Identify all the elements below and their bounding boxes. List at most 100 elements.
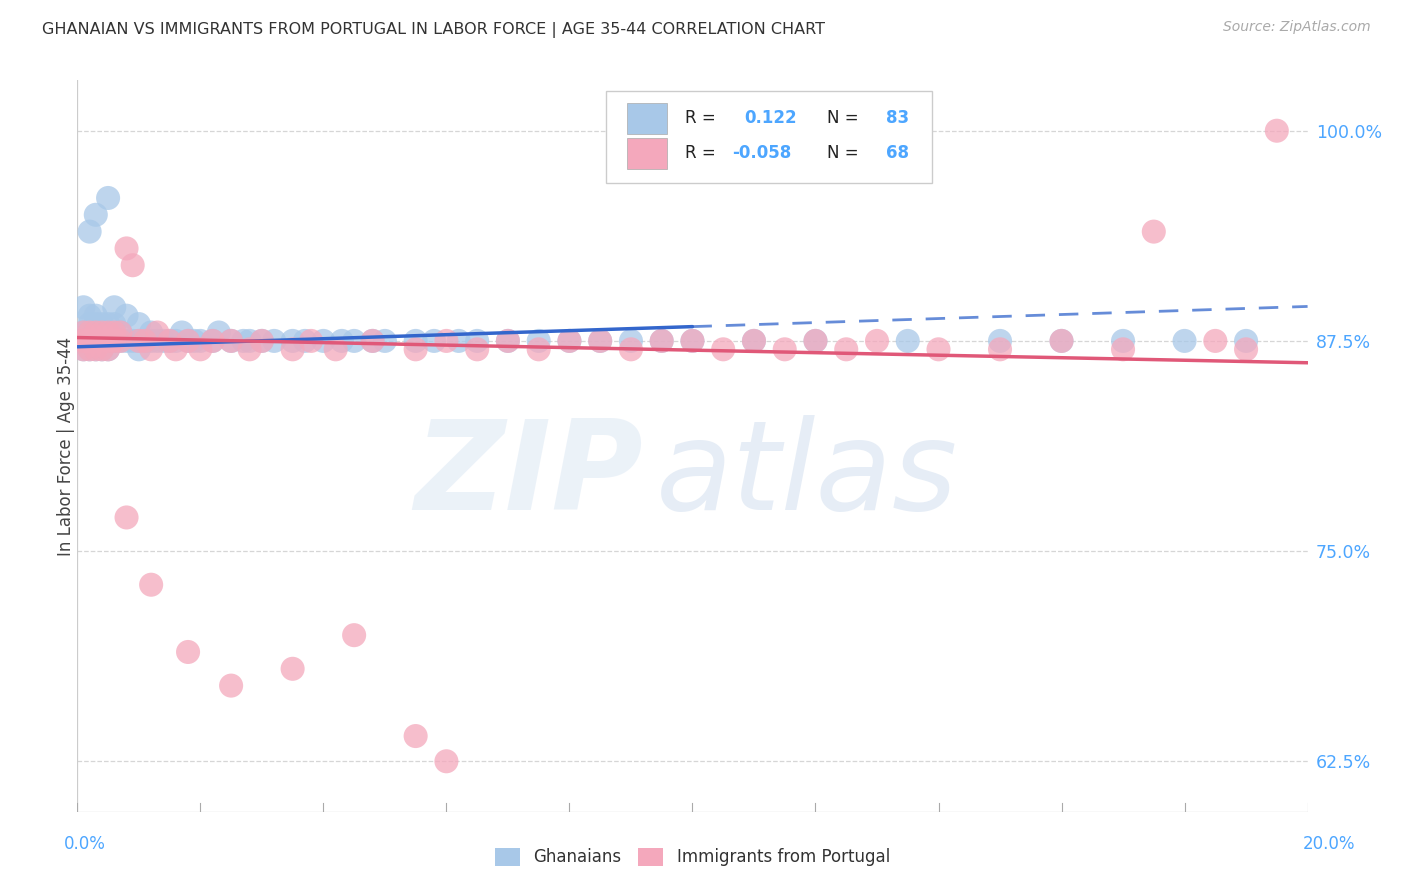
Point xyxy=(343,334,366,348)
Point xyxy=(103,300,125,314)
Point xyxy=(97,334,120,348)
Point xyxy=(527,343,550,357)
Point xyxy=(1234,334,1257,348)
Point xyxy=(115,334,138,348)
Point xyxy=(804,334,827,348)
Point xyxy=(835,343,858,357)
Point xyxy=(103,326,125,340)
Text: Source: ZipAtlas.com: Source: ZipAtlas.com xyxy=(1223,20,1371,34)
Point xyxy=(219,679,242,693)
Point xyxy=(97,326,120,340)
Point xyxy=(188,343,212,357)
Point xyxy=(159,334,181,348)
Point xyxy=(312,334,335,348)
Point xyxy=(1265,124,1288,138)
Point xyxy=(281,662,304,676)
Point xyxy=(90,334,114,348)
Point xyxy=(1050,334,1073,348)
Point xyxy=(170,326,193,340)
Point xyxy=(1112,334,1135,348)
Point xyxy=(128,343,150,357)
Point xyxy=(110,334,132,348)
Point xyxy=(90,317,114,331)
Point xyxy=(620,334,643,348)
Point xyxy=(361,334,384,348)
Point xyxy=(72,300,94,314)
Point xyxy=(79,343,101,357)
Point xyxy=(110,326,132,340)
Point xyxy=(121,334,143,348)
Point xyxy=(84,326,107,340)
Point xyxy=(183,334,205,348)
Text: ZIP: ZIP xyxy=(415,415,644,536)
Point xyxy=(711,343,734,357)
Point xyxy=(141,334,163,348)
Point xyxy=(299,334,322,348)
Point xyxy=(90,343,114,357)
Point xyxy=(84,343,107,357)
Legend: Ghanaians, Immigrants from Portugal: Ghanaians, Immigrants from Portugal xyxy=(488,841,897,873)
Point xyxy=(263,334,285,348)
Point xyxy=(115,309,138,323)
Point xyxy=(250,334,273,348)
Text: 83: 83 xyxy=(886,110,908,128)
Text: GHANAIAN VS IMMIGRANTS FROM PORTUGAL IN LABOR FORCE | AGE 35-44 CORRELATION CHAR: GHANAIAN VS IMMIGRANTS FROM PORTUGAL IN … xyxy=(42,22,825,38)
Text: 0.122: 0.122 xyxy=(744,110,797,128)
FancyBboxPatch shape xyxy=(606,91,932,183)
Point xyxy=(232,334,254,348)
Point xyxy=(465,334,488,348)
Point xyxy=(496,334,519,348)
Point xyxy=(84,208,107,222)
Point xyxy=(110,326,132,340)
Point xyxy=(97,191,120,205)
Point xyxy=(97,334,120,348)
Text: R =: R = xyxy=(685,145,716,162)
Point xyxy=(165,334,187,348)
Point xyxy=(79,225,101,239)
Point xyxy=(374,334,396,348)
Point xyxy=(79,309,101,323)
Point xyxy=(90,326,114,340)
Point xyxy=(159,334,181,348)
Point xyxy=(1234,343,1257,357)
Text: 0.0%: 0.0% xyxy=(63,835,105,853)
Point xyxy=(188,334,212,348)
Point xyxy=(897,334,920,348)
Text: R =: R = xyxy=(685,110,716,128)
Point xyxy=(1204,334,1226,348)
Point xyxy=(90,329,114,343)
Point xyxy=(219,334,242,348)
Point xyxy=(1112,343,1135,357)
Point xyxy=(436,334,458,348)
Point xyxy=(146,334,169,348)
Point xyxy=(72,334,94,348)
Point xyxy=(97,326,120,340)
Point xyxy=(177,645,200,659)
Point xyxy=(146,326,169,340)
Point xyxy=(97,334,120,348)
Point xyxy=(128,317,150,331)
FancyBboxPatch shape xyxy=(627,103,666,134)
Point xyxy=(447,334,470,348)
Point xyxy=(330,334,353,348)
Point xyxy=(558,334,581,348)
Point xyxy=(988,334,1011,348)
Point xyxy=(651,334,673,348)
Point xyxy=(651,334,673,348)
Point xyxy=(208,326,231,340)
Point xyxy=(325,343,347,357)
Text: -0.058: -0.058 xyxy=(733,145,792,162)
Point xyxy=(134,334,156,348)
Point xyxy=(115,242,138,256)
Point xyxy=(219,334,242,348)
Point xyxy=(742,334,765,348)
Point xyxy=(103,334,125,348)
Point xyxy=(97,343,120,357)
Point xyxy=(90,343,114,357)
Point xyxy=(79,334,101,348)
Point xyxy=(177,334,200,348)
Point xyxy=(558,334,581,348)
Point xyxy=(1174,334,1197,348)
Point xyxy=(79,343,101,357)
Point xyxy=(97,343,120,357)
